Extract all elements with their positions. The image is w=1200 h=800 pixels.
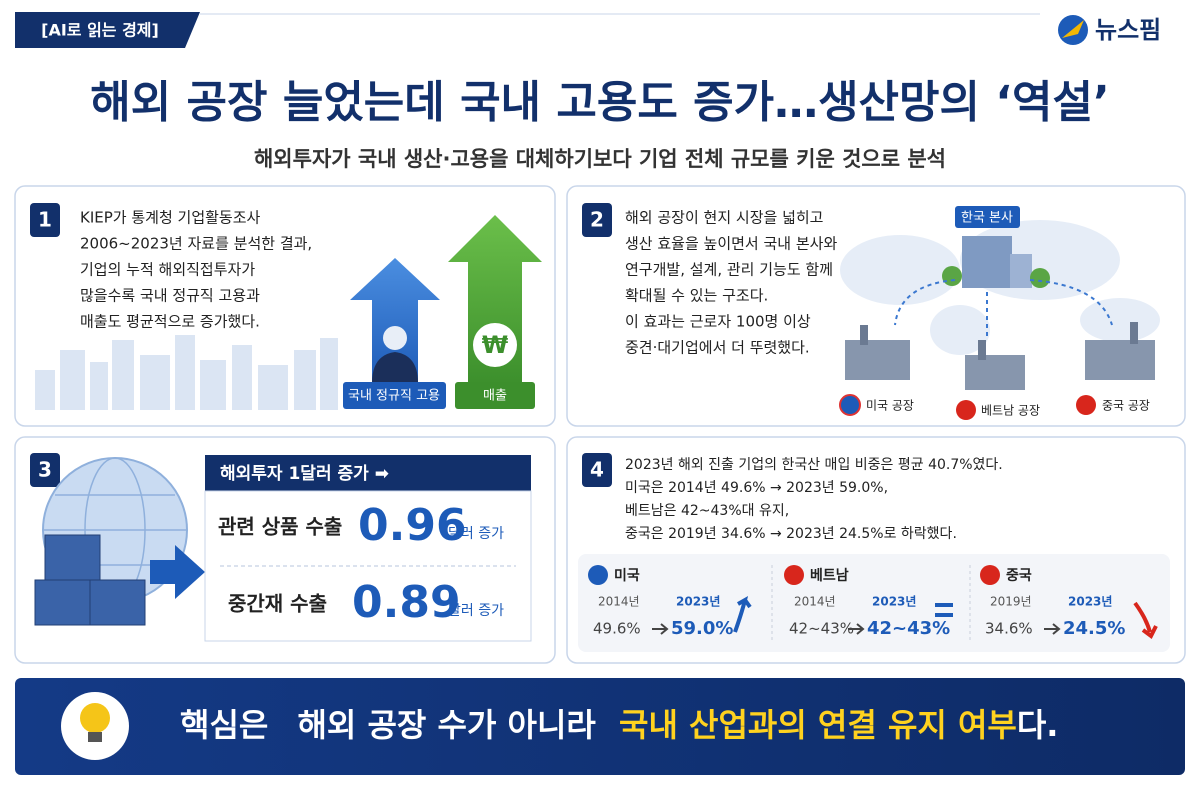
brand-logo-mark: [1062, 20, 1084, 38]
containers: [34, 534, 146, 626]
banner-box: [205, 455, 531, 491]
row-value: 0.96: [358, 500, 467, 551]
row-value: 0.89: [352, 577, 461, 628]
flag: [839, 394, 861, 416]
hq-box: [955, 206, 1020, 228]
to-value: 24.5%: [1063, 618, 1125, 639]
bulb-base: [88, 732, 102, 742]
badge-number: 1: [38, 208, 52, 232]
coin-symbol: ₩: [482, 331, 509, 359]
flag: [980, 565, 1000, 585]
body-line: 기업의 누적 해외직접투자가: [80, 261, 255, 279]
badge: [30, 453, 60, 487]
to-year: 2023년: [676, 595, 720, 609]
body-line: 미국은 2014년 49.6% → 2023년 59.0%,: [625, 480, 888, 496]
tree: [942, 266, 962, 286]
body-line: 베트남은 42~43%대 유지,: [625, 503, 789, 519]
body-line: 2023년 해외 진출 기업의 한국산 매입 비중은 평균 40.7%였다.: [625, 457, 1003, 473]
from-value: 34.6%: [985, 620, 1033, 638]
trend-down: [1133, 601, 1158, 640]
to-year: 2023년: [872, 595, 916, 609]
factory-label: 중국 공장: [1102, 399, 1150, 413]
arrow-right: [150, 545, 205, 599]
body-line: 2006~2023년 자료를 분석한 결과,: [80, 235, 312, 253]
flag: [1076, 395, 1096, 415]
factory-label: 미국 공장: [866, 399, 914, 413]
banner: 해외투자 1달러 증가 ➡: [220, 463, 389, 484]
hq-building: [1010, 254, 1032, 288]
to-value: 42~43%: [867, 618, 950, 639]
hq-label: 한국 본사: [961, 211, 1013, 226]
badge-number: 2: [590, 208, 604, 232]
flag: [588, 565, 608, 585]
trend-up: [733, 595, 752, 633]
body-line: 이 효과는 근로자 100명 이상: [625, 313, 811, 331]
from-year: 2019년: [990, 595, 1032, 609]
label-box: [343, 382, 446, 409]
flag: [784, 565, 804, 585]
link-arrows: [894, 279, 1113, 340]
arrow-up: [350, 258, 440, 385]
footer-part: 국내 산업과의 연결 유지 여부: [619, 706, 1017, 744]
from-year: 2014년: [794, 595, 836, 609]
body-line: KIEP가 통계청 기업활동조사: [80, 209, 261, 227]
flag: [956, 400, 976, 420]
body-line: 중견·대기업에서 더 뚜렷했다.: [625, 339, 810, 357]
badge-number: 4: [590, 458, 604, 482]
compare-box: [578, 554, 1170, 652]
skyline: [35, 335, 338, 410]
tag-box: [15, 12, 200, 48]
row-unit: 달러 증가: [448, 603, 504, 619]
person-icon: [383, 326, 407, 350]
subtitle: 해외투자가 국내 생산·고용을 대체하기보다 기업 전체 규모를 키운 것으로 …: [254, 147, 946, 171]
body-line: 매출도 평균적으로 증가했다.: [80, 313, 260, 331]
tag: [AI로 읽는 경제]: [41, 21, 159, 40]
trend-equal: [935, 603, 953, 617]
badge: [582, 203, 612, 237]
country-name: 미국: [614, 568, 640, 584]
to-value: 59.0%: [671, 618, 733, 639]
country-name: 중국: [1006, 568, 1032, 584]
body-line: 중국은 2019년 34.6% → 2023년 24.5%로 하락했다.: [625, 526, 957, 542]
row-label: 관련 상품 수출: [218, 515, 342, 539]
factory-label: 베트남 공장: [981, 404, 1040, 418]
row-label: 중간재 수출: [228, 592, 327, 616]
person-icon: [372, 352, 418, 383]
footer-part: 다.: [1017, 706, 1059, 744]
hq-building: [962, 236, 1012, 288]
badge-number: 3: [38, 458, 52, 482]
brand: 뉴스핌: [1095, 16, 1161, 44]
label: 매출: [483, 389, 507, 404]
body-line: 생산 효율을 높이면서 국내 본사와: [625, 235, 837, 253]
arrow: [652, 623, 669, 635]
to-year: 2023년: [1068, 595, 1112, 609]
title: 해외 공장 늘었는데 국내 고용도 증가…생산망의 ‘역설’: [90, 77, 1109, 128]
footer-part: 핵심은: [180, 706, 268, 744]
body-line: 확대될 수 있는 구조다.: [625, 287, 768, 305]
from-value: 49.6%: [593, 620, 641, 638]
country-name: 베트남: [810, 567, 849, 584]
footer-part: 해외 공장 수가 아니라: [297, 706, 596, 744]
arrow: [848, 623, 865, 635]
tree: [1030, 268, 1050, 288]
factories: [845, 322, 1155, 390]
footer-box: [15, 678, 1185, 775]
from-year: 2014년: [598, 595, 640, 609]
coin: [473, 323, 517, 367]
badge: [30, 203, 60, 237]
from-value: 42~43%: [789, 620, 854, 638]
footer-text: 핵심은 해외 공장 수가 아니라 국내 산업과의 연결 유지 여부다.: [180, 706, 1058, 744]
arrow: [1044, 623, 1061, 635]
bulb: [80, 703, 110, 733]
label: 국내 정규직 고용: [348, 389, 440, 404]
body-line: 연구개발, 설계, 관리 기능도 함께: [625, 261, 833, 279]
body-line: 많을수록 국내 정규직 고용과: [80, 287, 260, 305]
label-box: [455, 382, 535, 409]
row-unit: 달러 증가: [448, 526, 504, 542]
badge: [582, 453, 612, 487]
body-line: 해외 공장이 현지 시장을 넓히고: [625, 209, 823, 227]
arrow-up: [448, 215, 542, 385]
